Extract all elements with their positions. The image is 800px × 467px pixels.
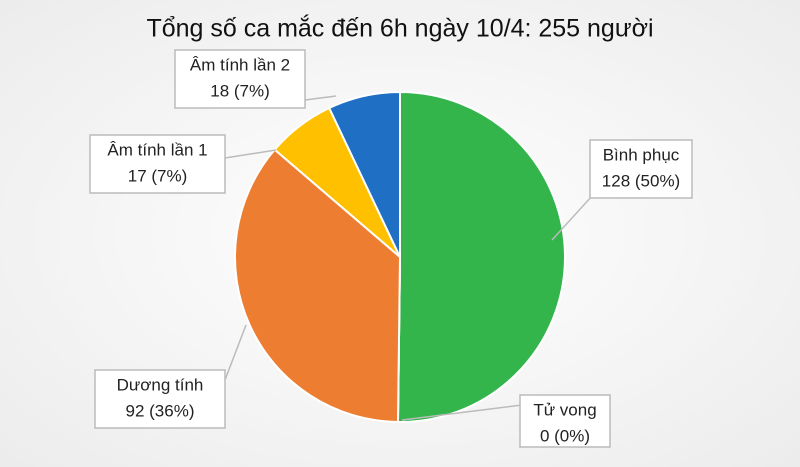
category-label: Âm tính lần 2 xyxy=(190,55,290,74)
value-label: 92 (36%) xyxy=(126,401,195,420)
category-label: Tử vong xyxy=(533,400,596,419)
pie-slice xyxy=(234,148,402,424)
value-label: 18 (7%) xyxy=(210,81,270,100)
callout-box xyxy=(589,139,693,199)
category-label: Bình phục xyxy=(603,145,680,164)
chart-title: Tổng số ca mắc đến 6h ngày 10/4: 255 ngư… xyxy=(146,14,653,43)
pie-slice xyxy=(396,90,566,423)
callout-box xyxy=(89,134,226,194)
leader-line xyxy=(401,404,523,421)
value-label: 128 (50%) xyxy=(602,171,680,190)
category-label: Dương tính xyxy=(117,375,204,394)
callout-box xyxy=(519,394,611,448)
value-label: 0 (0%) xyxy=(540,426,590,445)
callout-box xyxy=(174,49,306,109)
pie-slice xyxy=(327,90,401,258)
category-label: Âm tính lần 1 xyxy=(107,140,207,159)
callout-box xyxy=(94,369,226,429)
leader-line xyxy=(551,195,593,241)
leader-line xyxy=(224,324,247,381)
leader-line xyxy=(224,149,277,159)
value-label: 17 (7%) xyxy=(128,166,188,185)
leader-line xyxy=(304,95,337,101)
